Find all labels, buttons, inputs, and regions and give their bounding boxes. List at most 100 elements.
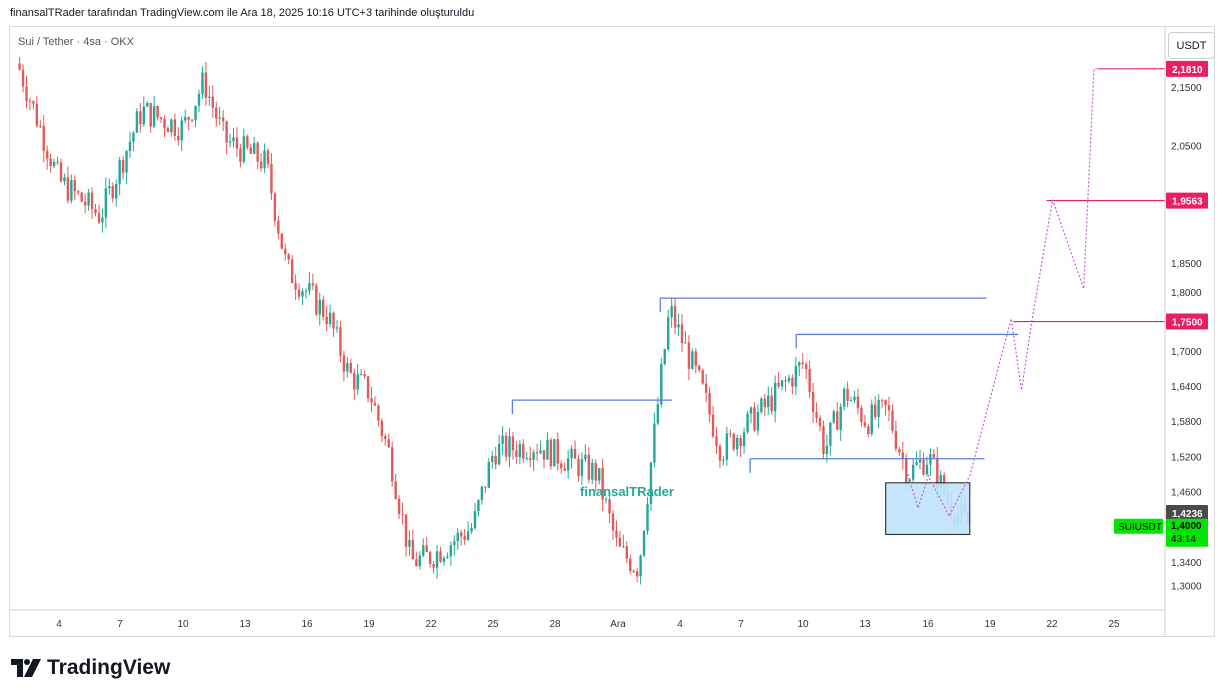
candle-body	[925, 464, 929, 475]
candle-body	[822, 426, 825, 455]
candle-body	[63, 177, 66, 182]
candle-body	[587, 454, 591, 480]
candle-body	[525, 457, 528, 459]
candle-body	[487, 462, 490, 488]
candle-body	[591, 463, 594, 480]
candle-body	[667, 317, 670, 350]
candle-body	[325, 316, 328, 325]
countdown-label: 43:14	[1171, 534, 1196, 545]
candle-body	[704, 383, 708, 393]
candle-body	[635, 571, 639, 577]
candle-body	[829, 422, 832, 446]
candle-body	[887, 405, 891, 411]
candle-body	[404, 514, 408, 547]
overlays-layer	[511, 68, 1165, 535]
time-tick-label: Ara	[610, 619, 626, 630]
candle-body	[463, 536, 466, 540]
candle-body	[642, 531, 646, 556]
candle-body	[884, 400, 887, 406]
candle-body	[756, 412, 760, 431]
candle-body	[508, 436, 511, 457]
candle-body	[273, 193, 277, 221]
candle-body	[894, 430, 898, 449]
price-tick-label: 1,6400	[1171, 382, 1202, 393]
candle-body	[874, 404, 877, 417]
symbol-title: Sui / Tether · 4sa · OKX	[18, 36, 134, 48]
candle-body	[232, 137, 235, 142]
candle-body	[284, 248, 287, 255]
time-axis: 4 7 10 13 16 19 22 25 28 Ara 4 7 10 13 16 19 22 25	[10, 609, 1165, 630]
candle-body	[691, 351, 694, 369]
candle-body	[246, 136, 249, 148]
candle-body	[101, 217, 104, 223]
time-tick-label: 7	[117, 619, 123, 630]
candle-body	[801, 362, 804, 365]
candle-body	[35, 103, 39, 126]
candle-body	[736, 437, 739, 450]
candle-body	[328, 312, 332, 325]
candle-body	[46, 150, 49, 159]
candle-body	[677, 324, 680, 328]
candle-body	[753, 407, 756, 431]
candle-body	[304, 290, 308, 292]
candle-body	[83, 201, 87, 206]
price-tick-label: 1,8500	[1171, 259, 1202, 270]
candle-body	[701, 370, 704, 384]
candle-body	[773, 382, 777, 412]
candle-body	[297, 289, 301, 297]
candle-body	[563, 468, 566, 471]
last-price-tag	[1166, 518, 1208, 547]
candle-body	[52, 161, 56, 167]
price-level-label: 1,9563	[1172, 197, 1203, 208]
candle-body	[266, 150, 270, 164]
candle-body	[342, 355, 346, 372]
candle-body	[584, 454, 587, 460]
candle-body	[891, 410, 894, 431]
candle-body	[629, 558, 632, 572]
candle-body	[315, 285, 318, 315]
time-tick-label: 4	[677, 619, 683, 630]
candle-body	[256, 143, 259, 162]
candle-body	[391, 447, 394, 482]
candle-body	[573, 448, 577, 459]
candle-body	[253, 143, 256, 154]
candle-body	[711, 414, 715, 437]
candle-body	[263, 150, 266, 169]
price-level-label: 1,7500	[1172, 318, 1203, 329]
candle-body	[453, 541, 456, 546]
candle-body	[356, 374, 359, 390]
candle-body	[905, 458, 908, 484]
snapshot-caption: finansalTRader tarafından TradingView.co…	[10, 7, 475, 19]
candle-body	[839, 406, 842, 430]
candle-body	[532, 452, 535, 460]
candle-body	[663, 349, 666, 365]
time-tick-label: 10	[177, 619, 189, 630]
current-zone	[885, 482, 971, 535]
candle-body	[470, 527, 473, 532]
candle-body	[449, 545, 453, 557]
candle-body	[922, 459, 925, 475]
currency-button[interactable]: USDT	[1168, 32, 1215, 59]
candle-body	[204, 72, 208, 98]
candle-body	[760, 398, 763, 413]
candle-body	[359, 374, 363, 376]
time-tick-label: 16	[922, 619, 934, 630]
candle-body	[811, 391, 815, 413]
candle-body	[932, 454, 936, 458]
price-tick-label: 1,3000	[1171, 581, 1202, 592]
candle-body	[242, 136, 246, 162]
candle-body	[594, 463, 597, 481]
candle-body	[639, 555, 642, 577]
chart-frame	[9, 26, 1215, 637]
candle-body	[422, 545, 425, 556]
candle-body	[653, 423, 656, 463]
price-level-label: 2,1810	[1172, 65, 1203, 76]
candle-body	[556, 439, 559, 464]
candle-body	[66, 177, 70, 201]
candle-body	[577, 458, 580, 477]
candle-body	[322, 299, 325, 317]
candle-body	[684, 342, 687, 344]
tradingview-logo[interactable]: TradingView	[11, 656, 170, 680]
candle-body	[442, 557, 446, 562]
